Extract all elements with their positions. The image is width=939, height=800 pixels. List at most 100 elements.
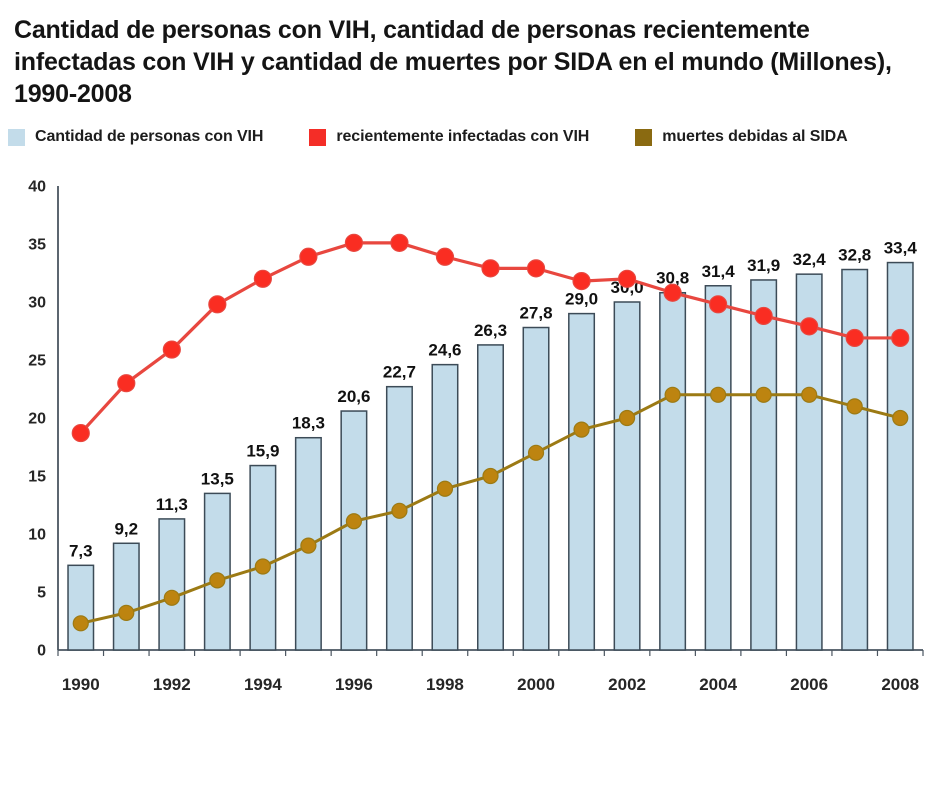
bar-value-label: 32,4 [793, 250, 827, 269]
new-infections-marker[interactable] [162, 340, 181, 359]
legend-item-label: muertes debidas al SIDA [662, 128, 848, 145]
x-tick-label: 2000 [517, 675, 555, 694]
bar-value-label: 9,2 [114, 519, 138, 538]
x-tick-label: 2006 [790, 675, 828, 694]
new-infections-marker[interactable] [800, 317, 819, 336]
bar-value-label: 11,3 [156, 495, 188, 514]
aids-deaths-marker[interactable] [892, 409, 909, 427]
new-infections-line-series [71, 233, 910, 443]
new-infections-marker[interactable] [754, 306, 773, 326]
bar[interactable] [203, 492, 231, 651]
y-tick-label: 15 [28, 469, 46, 486]
new-infections-marker[interactable] [71, 423, 90, 443]
bar-value-label: 26,3 [474, 321, 507, 340]
bar[interactable] [158, 518, 186, 651]
bar[interactable] [886, 261, 914, 651]
bar-series [67, 261, 914, 651]
new-infections-marker[interactable] [709, 295, 728, 314]
aids-deaths-marker[interactable] [254, 558, 271, 575]
aids-deaths-marker[interactable] [436, 480, 454, 497]
bar-value-label: 31,4 [702, 262, 736, 281]
legend-swatch-icon [635, 128, 653, 146]
aids-deaths-marker[interactable] [527, 444, 545, 461]
new-infections-marker[interactable] [481, 259, 500, 278]
new-infections-marker[interactable] [663, 283, 682, 302]
aids-deaths-marker[interactable] [118, 604, 135, 621]
title-block: Cantidad de personas con VIH, cantidad d… [0, 0, 939, 110]
bar-value-label: 31,9 [747, 256, 780, 275]
aids-deaths-marker[interactable] [573, 421, 590, 438]
new-infections-marker[interactable] [344, 233, 364, 252]
aids-deaths-marker[interactable] [163, 589, 180, 606]
new-infections-marker[interactable] [845, 328, 864, 348]
bar-value-label: 27,8 [519, 304, 552, 323]
y-tick-label: 25 [28, 353, 46, 370]
aids-deaths-marker[interactable] [618, 409, 636, 427]
new-infections-marker[interactable] [253, 269, 272, 288]
plot-area: 0 5 10 15 20 25 30 35 40 7,3 9,2 11,3 13,5 15,9 18,3 20… [0, 160, 939, 750]
x-tick-label: 2004 [699, 675, 737, 694]
bar-value-label: 18,3 [292, 414, 325, 433]
x-tick-label: 1998 [426, 675, 464, 694]
new-infections-marker[interactable] [617, 269, 637, 288]
new-infections-marker[interactable] [572, 272, 591, 291]
aids-deaths-marker[interactable] [664, 386, 681, 403]
bar[interactable] [522, 326, 550, 651]
bar[interactable] [340, 410, 368, 651]
y-tick-label: 20 [28, 411, 46, 428]
new-infections-marker[interactable] [117, 374, 136, 393]
y-tick-label: 30 [28, 295, 46, 312]
bar-value-label: 20,6 [337, 387, 370, 406]
aids-deaths-marker[interactable] [846, 398, 863, 415]
x-tick-label: 2008 [881, 675, 919, 694]
y-tick-label: 0 [37, 643, 46, 660]
legend-swatch-icon [309, 128, 327, 146]
bar[interactable] [795, 273, 823, 651]
x-axis-ticks: 1990 1992 1994 1996 1998 2000 2002 2004 2006 2008 [57, 650, 924, 694]
bar[interactable] [112, 542, 140, 651]
new-infections-marker[interactable] [435, 247, 455, 266]
x-tick-label: 2002 [608, 675, 646, 694]
new-infections-marker[interactable] [208, 295, 227, 314]
bar[interactable] [841, 268, 869, 651]
y-axis-ticks: 0 5 10 15 20 25 30 35 40 [28, 179, 46, 660]
aids-deaths-marker[interactable] [209, 572, 226, 589]
bar-value-label: 24,6 [428, 341, 461, 360]
new-infections-marker[interactable] [390, 233, 409, 252]
bar[interactable] [750, 279, 778, 651]
legend-item-label: Cantidad de personas con VIH [35, 128, 264, 145]
bar[interactable] [704, 285, 732, 651]
chart-canvas: 0 5 10 15 20 25 30 35 40 7,3 9,2 11,3 13,5 15,9 18,3 20… [28, 179, 924, 694]
aids-deaths-marker[interactable] [755, 386, 772, 403]
bar[interactable] [568, 312, 596, 651]
bar[interactable] [477, 344, 504, 651]
bar[interactable] [613, 301, 641, 651]
legend-swatch-icon [8, 128, 25, 146]
legend-item[interactable]: muertes debidas al SIDA [635, 128, 848, 146]
y-tick-label: 5 [37, 585, 46, 602]
bar[interactable] [659, 291, 687, 651]
y-tick-label: 35 [28, 237, 46, 254]
y-tick-label: 40 [28, 179, 46, 196]
aids-deaths-marker[interactable] [710, 386, 727, 403]
new-infections-marker[interactable] [526, 259, 546, 278]
new-infections-marker[interactable] [299, 247, 318, 266]
chart-legend: Cantidad de personas con VIH recientement… [8, 128, 939, 146]
bar-value-label: 13,5 [201, 469, 234, 488]
bar[interactable] [431, 363, 459, 651]
aids-deaths-marker[interactable] [391, 502, 408, 519]
legend-item[interactable]: Cantidad de personas con VIH [8, 128, 263, 146]
aids-deaths-marker[interactable] [345, 513, 363, 530]
bar[interactable] [249, 464, 277, 651]
legend-item[interactable]: recientemente infectadas con VIH [309, 128, 589, 146]
aids-deaths-marker[interactable] [801, 386, 818, 403]
x-tick-label: 1994 [244, 675, 282, 694]
y-tick-label: 10 [28, 527, 46, 544]
aids-deaths-marker[interactable] [72, 615, 89, 632]
bar[interactable] [67, 564, 95, 651]
new-infections-marker[interactable] [891, 328, 910, 348]
aids-deaths-marker[interactable] [300, 537, 317, 554]
page-title: Cantidad de personas con VIH, cantidad d… [14, 16, 892, 108]
aids-deaths-marker[interactable] [482, 467, 499, 485]
